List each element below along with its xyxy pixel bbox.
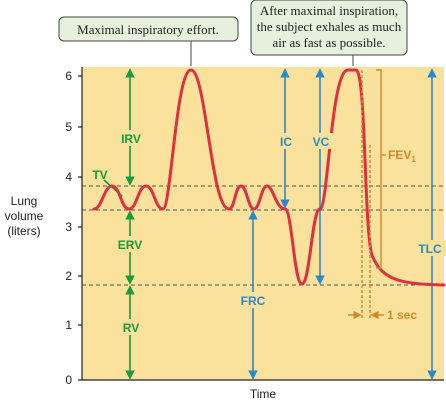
label-vc: VC: [313, 135, 330, 149]
volume-curve: [92, 68, 446, 287]
callout-exhale-line-1: After maximal inspiration,: [260, 3, 398, 18]
label-rv: RV: [123, 321, 139, 335]
callout-exhale-line-2: the subject exhales as much: [257, 19, 402, 34]
label-fev1: FEV1: [388, 148, 416, 164]
label-tv: TV: [92, 168, 107, 182]
y-tick-label-6: 6: [65, 69, 72, 83]
label-fev1-sub: 1: [411, 155, 416, 164]
label-frc: FRC: [241, 294, 266, 308]
y-tick-label-0: 0: [65, 373, 72, 387]
x-axis-label: Time: [250, 387, 277, 401]
label-fev1-base: FEV: [388, 148, 411, 162]
y-axis-label-line-2: volume: [5, 209, 44, 223]
label-one-sec: 1 sec: [387, 308, 417, 322]
y-axis-label-line-3: (liters): [7, 224, 40, 238]
axes: [78, 67, 444, 381]
y-tick-label-5: 5: [65, 120, 72, 134]
label-tlc: TLC: [418, 242, 442, 256]
label-erv: ERV: [118, 238, 142, 252]
y-tick-label-4: 4: [65, 170, 72, 184]
callout-max-effort-text: Maximal inspiratory effort.: [77, 22, 219, 37]
y-tick-label-2: 2: [65, 269, 72, 283]
callout-max-effort: Maximal inspiratory effort.: [58, 16, 239, 66]
label-irv: IRV: [121, 132, 141, 146]
callout-exhale: After maximal inspiration, the subject e…: [250, 0, 408, 66]
reference-lines: [82, 185, 444, 286]
fev1-marks: [348, 69, 386, 320]
fev1-bracket: [376, 69, 382, 269]
y-tick-label-1: 1: [65, 318, 72, 332]
callout-exhale-line-3: air as fast as possible.: [272, 35, 385, 50]
y-tick-label-3: 3: [65, 220, 72, 234]
y-axis-label-line-1: Lung: [11, 194, 38, 208]
label-ic: IC: [280, 135, 292, 149]
